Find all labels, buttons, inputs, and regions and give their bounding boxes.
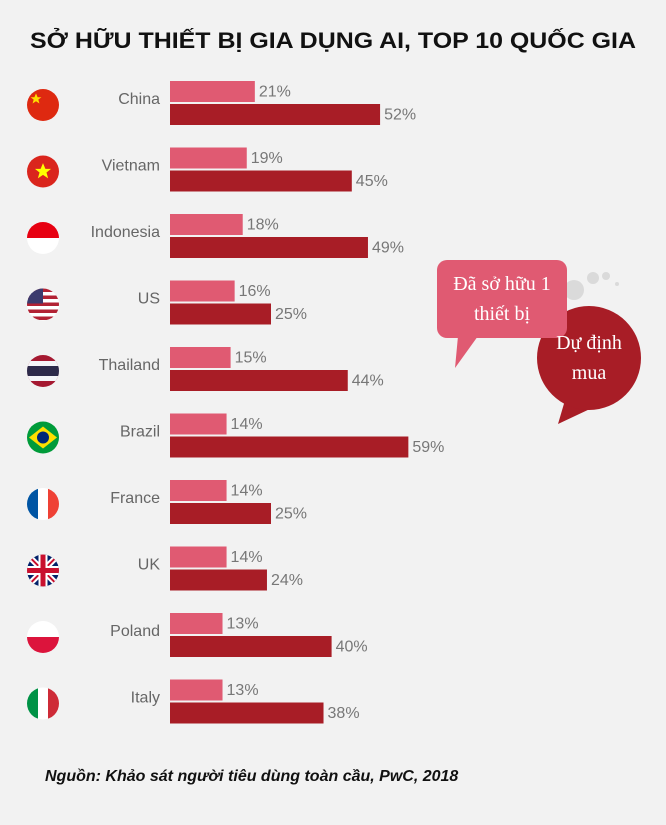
source-note: Nguồn: Khảo sát người tiêu dùng toàn cầu… <box>45 768 458 785</box>
value-label: 45% <box>356 173 388 190</box>
value-label: 13% <box>227 616 259 633</box>
category-label: Poland <box>110 623 160 640</box>
category-label: UK <box>138 557 161 574</box>
bar <box>170 413 227 435</box>
legend-bubble-tail <box>455 336 478 368</box>
decor-dot <box>564 280 584 300</box>
flag-poland <box>27 621 59 653</box>
flag-indonesia <box>27 222 59 254</box>
flag-france <box>27 488 59 520</box>
category-label: Italy <box>131 690 160 707</box>
bar <box>170 170 352 192</box>
value-label: 14% <box>231 483 263 500</box>
bar <box>170 436 409 458</box>
legend-entry: Đã sở hữu 1 thiết bị <box>437 260 567 338</box>
flag-uk <box>27 554 59 587</box>
value-label: 38% <box>328 705 360 722</box>
bar <box>170 237 368 258</box>
category-label: Indonesia <box>91 224 160 241</box>
bar <box>170 613 223 634</box>
category-label: Brazil <box>120 424 160 441</box>
flag-brazil <box>27 421 59 454</box>
bar <box>170 480 227 501</box>
bar <box>170 347 231 368</box>
category-label: Thailand <box>99 357 160 374</box>
value-label: 52% <box>384 107 416 124</box>
value-label: 44% <box>352 373 384 390</box>
chart-title: SỞ HỮU THIẾT BỊ GIA DỤNG AI, TOP 10 QUỐC… <box>30 27 636 53</box>
decor-dot <box>602 272 610 280</box>
bar <box>170 569 267 591</box>
category-label: Vietnam <box>102 158 160 175</box>
value-label: 19% <box>251 150 283 167</box>
category-label: France <box>110 490 160 507</box>
value-label: 21% <box>259 84 291 101</box>
value-label: 59% <box>412 439 444 456</box>
value-label: 14% <box>231 549 263 566</box>
bar <box>170 81 255 102</box>
flag-us <box>27 288 59 321</box>
legend-entry: Dự định mua <box>556 332 622 384</box>
value-label: 25% <box>275 306 307 323</box>
value-label: 25% <box>275 506 307 523</box>
category-label: US <box>138 291 160 308</box>
bar <box>170 280 235 302</box>
bar <box>170 503 271 524</box>
flag-italy <box>27 687 59 720</box>
value-label: 13% <box>227 682 259 699</box>
bar <box>170 303 271 325</box>
value-label: 14% <box>231 416 263 433</box>
value-label: 15% <box>235 350 267 367</box>
decor-dot <box>615 282 619 286</box>
value-label: 24% <box>271 572 303 589</box>
decor-dot <box>587 272 599 284</box>
bar <box>170 702 324 724</box>
flag-vietnam <box>27 155 59 188</box>
value-label: 40% <box>336 639 368 656</box>
bar <box>170 147 247 169</box>
value-label: 18% <box>247 217 279 234</box>
bar <box>170 214 243 235</box>
bar <box>170 104 381 125</box>
category-label: China <box>118 91 160 108</box>
flag-china <box>27 89 59 121</box>
value-label: 16% <box>239 283 271 300</box>
bar <box>170 636 332 657</box>
flag-thailand <box>27 355 59 387</box>
bar <box>170 370 348 391</box>
value-label: 49% <box>372 240 404 257</box>
bar <box>170 546 227 568</box>
bar <box>170 679 223 701</box>
